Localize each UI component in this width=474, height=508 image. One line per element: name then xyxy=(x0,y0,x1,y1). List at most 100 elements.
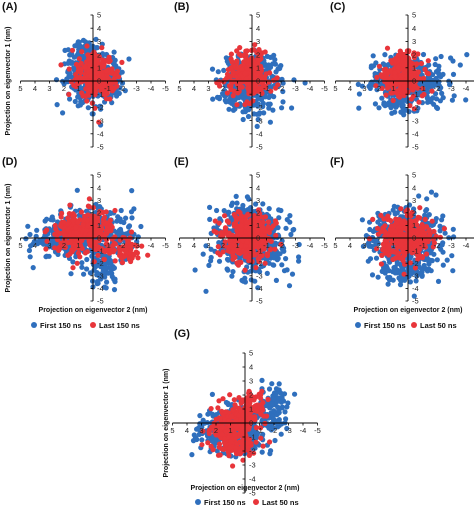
data-point xyxy=(34,227,40,233)
data-point xyxy=(244,239,250,245)
data-point xyxy=(368,81,374,87)
data-point xyxy=(457,62,463,68)
data-point xyxy=(215,69,221,75)
data-point xyxy=(240,278,246,284)
data-point xyxy=(236,88,242,94)
y-tick-label: -5 xyxy=(97,297,104,306)
y-tick-label: -1 xyxy=(412,90,419,99)
data-point xyxy=(237,81,243,87)
data-point xyxy=(255,62,261,68)
data-point xyxy=(69,248,75,255)
x-tick-label: -1 xyxy=(263,241,270,250)
data-point xyxy=(138,223,144,230)
data-point xyxy=(234,58,240,64)
data-point xyxy=(237,45,243,51)
data-point xyxy=(87,230,93,237)
data-point xyxy=(418,60,425,67)
data-point xyxy=(235,249,241,256)
data-point xyxy=(226,230,232,236)
data-point xyxy=(268,88,274,94)
data-point xyxy=(125,240,131,246)
y-tick-label: -5 xyxy=(256,297,263,306)
data-point xyxy=(200,251,206,257)
y-tick-label: 3 xyxy=(256,196,260,205)
data-point xyxy=(77,43,83,49)
data-point xyxy=(84,217,90,223)
y-tick-label: 4 xyxy=(412,24,416,33)
data-point xyxy=(270,107,276,113)
data-point xyxy=(91,49,97,55)
data-point xyxy=(421,262,427,269)
data-point xyxy=(236,95,242,101)
data-point xyxy=(273,232,279,239)
data-point xyxy=(207,216,213,222)
data-point xyxy=(216,258,223,264)
data-point xyxy=(27,231,33,238)
data-point xyxy=(291,226,297,233)
x-tick-label: 5 xyxy=(18,241,22,250)
data-point xyxy=(105,228,111,234)
y-tick-label: -3 xyxy=(256,116,263,125)
data-point xyxy=(27,254,33,260)
data-point xyxy=(228,202,235,208)
data-point xyxy=(238,213,244,219)
data-point xyxy=(76,56,82,62)
y-tick-label: -4 xyxy=(412,130,419,139)
data-point xyxy=(246,88,252,94)
y-tick-label: -2 xyxy=(97,259,104,268)
data-point xyxy=(419,222,425,228)
data-point xyxy=(417,205,423,211)
data-point xyxy=(112,207,118,214)
data-point xyxy=(246,206,252,212)
data-point xyxy=(256,71,262,77)
x-tick-label: -4 xyxy=(307,241,314,250)
data-point xyxy=(233,193,239,199)
data-point xyxy=(392,57,398,63)
data-point xyxy=(106,59,112,65)
data-point xyxy=(246,258,252,264)
y-tick-label: -2 xyxy=(256,259,263,268)
data-point xyxy=(262,49,268,55)
data-point xyxy=(64,77,70,84)
data-point xyxy=(82,64,88,70)
data-point xyxy=(242,101,248,108)
data-point xyxy=(395,251,401,257)
y-tick-label: -2 xyxy=(97,103,104,112)
data-point xyxy=(370,228,376,234)
data-point xyxy=(434,257,440,263)
data-point xyxy=(264,270,270,276)
data-point xyxy=(425,58,431,64)
panel-label: (B) xyxy=(174,1,190,13)
data-point xyxy=(80,100,86,106)
data-point xyxy=(262,214,269,220)
y-tick-label: -4 xyxy=(256,130,263,139)
data-point xyxy=(99,45,105,51)
x-tick-label: -2 xyxy=(119,84,126,93)
data-point xyxy=(218,230,224,236)
data-point xyxy=(392,270,398,276)
data-point xyxy=(52,245,58,251)
x-tick-label: -1 xyxy=(104,241,111,250)
data-point xyxy=(244,219,250,225)
data-point xyxy=(417,215,423,221)
data-point xyxy=(111,49,117,55)
data-point xyxy=(207,204,213,210)
data-point xyxy=(277,65,283,71)
y-tick-label: -2 xyxy=(256,103,263,112)
x-axis-title: Projection on eigenvector 2 (nm) xyxy=(39,307,148,314)
x-tick-label: -2 xyxy=(278,84,285,93)
y-tick-label: -1 xyxy=(256,246,263,255)
data-point xyxy=(77,233,83,239)
x-tick-label: 4 xyxy=(192,84,196,93)
x-tick-label: 5 xyxy=(177,241,181,250)
data-point xyxy=(216,96,222,102)
data-point xyxy=(105,270,111,276)
data-point xyxy=(264,53,270,60)
data-point xyxy=(126,56,132,62)
data-point xyxy=(284,217,290,223)
data-point xyxy=(55,229,61,235)
data-point xyxy=(254,66,260,73)
data-point xyxy=(222,97,228,103)
y-tick-label: 1 xyxy=(97,64,101,73)
data-points xyxy=(23,187,151,293)
